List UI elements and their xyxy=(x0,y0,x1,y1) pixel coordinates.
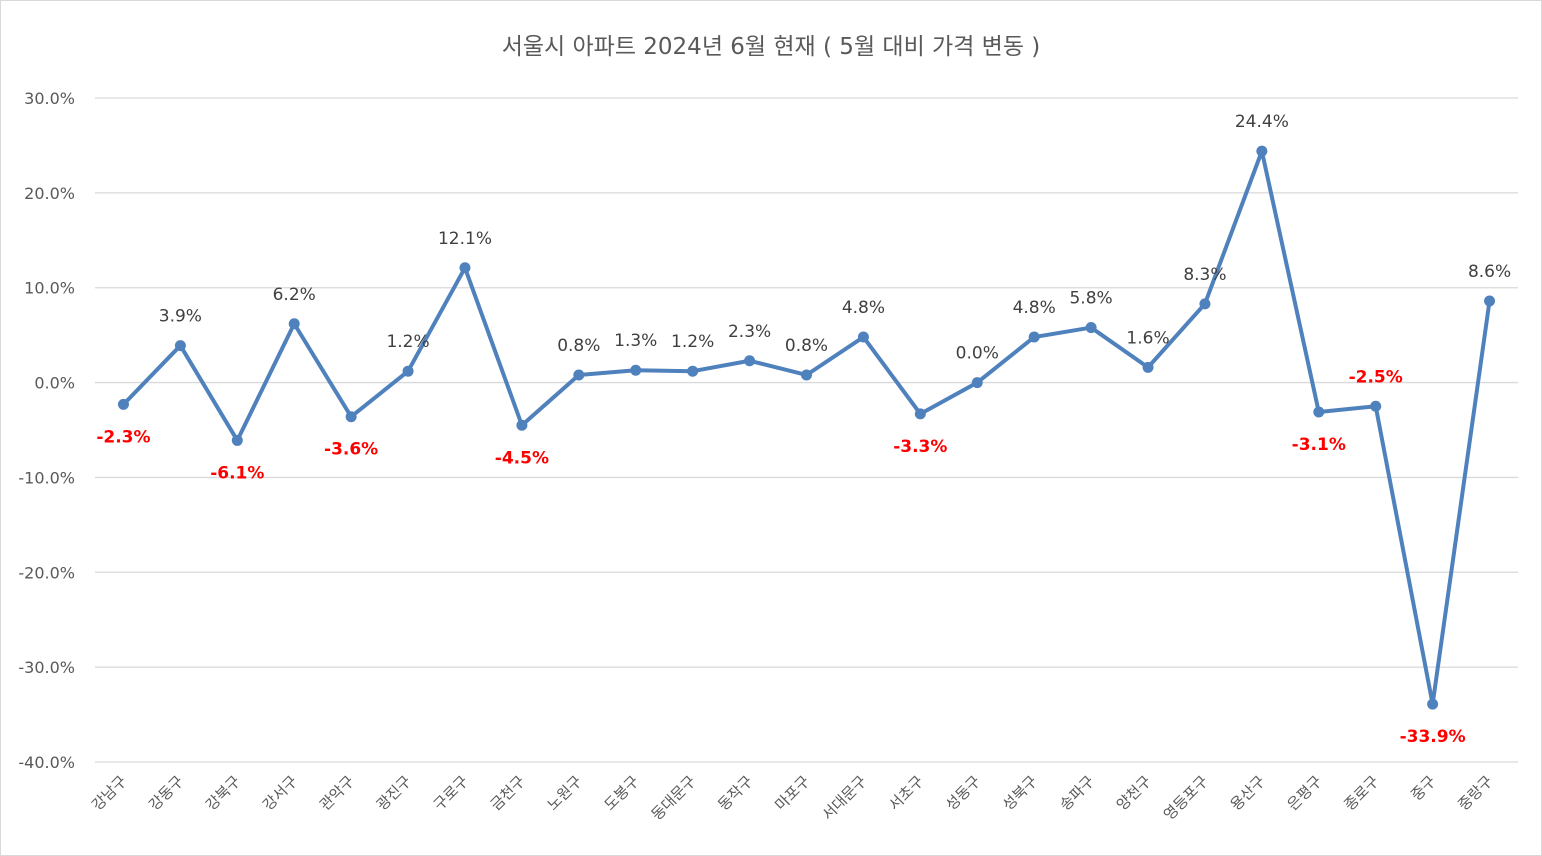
x-tick-label: 도봉구 xyxy=(601,772,643,814)
data-point xyxy=(801,369,812,381)
x-tick-label: 금천구 xyxy=(487,772,529,814)
data-point xyxy=(971,377,983,389)
data-label: 3.9% xyxy=(159,307,202,327)
x-tick-label: 영등포구 xyxy=(1160,772,1212,824)
x-tick-label: 강동구 xyxy=(145,772,187,814)
data-label: -3.6% xyxy=(324,440,378,460)
data-label: 1.6% xyxy=(1126,328,1169,348)
data-label: 4.8% xyxy=(1013,298,1056,318)
data-label: 8.3% xyxy=(1183,265,1226,285)
y-tick-label: 30.0% xyxy=(24,89,75,108)
data-label: -3.3% xyxy=(893,437,947,457)
y-axis-ticks: 30.0% 20.0% 10.0% 0.0% -10.0% -20.0% -30.0% -40… xyxy=(18,89,75,772)
data-point xyxy=(1370,400,1382,412)
data-label: 0.8% xyxy=(557,336,600,356)
data-point xyxy=(1199,298,1211,310)
data-point xyxy=(459,262,471,274)
data-point xyxy=(345,411,357,423)
y-tick-label: 20.0% xyxy=(24,184,75,203)
x-tick-label: 중랑구 xyxy=(1454,772,1496,814)
data-label: 5.8% xyxy=(1069,289,1112,309)
data-label: 8.6% xyxy=(1468,262,1511,282)
y-tick-label: -10.0% xyxy=(18,468,75,487)
data-label: -6.1% xyxy=(210,463,264,483)
x-tick-label: 성동구 xyxy=(942,772,984,814)
x-tick-label: 관악구 xyxy=(316,772,358,814)
data-labels: -2.3% 3.9% -6.1% 6.2% -3.6% 1.2% 12.1% -4.5% 0.8… xyxy=(96,112,1511,747)
data-point xyxy=(516,419,528,431)
x-tick-label: 양천구 xyxy=(1113,772,1155,814)
data-point xyxy=(1313,406,1325,418)
data-point xyxy=(1256,145,1268,157)
data-point xyxy=(402,365,414,377)
data-label: 12.1% xyxy=(438,229,492,249)
data-point xyxy=(630,364,642,376)
x-tick-label: 서대문구 xyxy=(818,772,870,824)
data-point xyxy=(857,331,869,343)
gridlines xyxy=(95,97,1518,763)
y-tick-label: -30.0% xyxy=(18,658,75,677)
y-tick-label: -20.0% xyxy=(18,563,75,582)
x-tick-label: 동대문구 xyxy=(648,772,700,824)
data-point xyxy=(1085,322,1097,334)
data-label: 1.2% xyxy=(671,332,714,352)
data-point xyxy=(687,365,699,377)
x-tick-label: 송파구 xyxy=(1056,772,1098,814)
data-label: 1.2% xyxy=(386,332,429,352)
x-tick-label: 동작구 xyxy=(714,772,756,814)
x-tick-label: 성북구 xyxy=(999,772,1041,814)
x-tick-label: 광진구 xyxy=(373,772,415,814)
data-label: -3.1% xyxy=(1292,435,1346,455)
x-tick-label: 서초구 xyxy=(885,772,927,814)
x-axis-ticks: 강남구 강동구 강북구 강서구 관악구 광진구 구로구 금천구 노원구 도봉구 동대문구 동작구 마포구… xyxy=(88,772,1496,824)
data-point xyxy=(744,355,756,367)
chart-title: 서울시 아파트 2024년 6월 현재 ( 5월 대비 가격 변동 ) xyxy=(502,34,1041,60)
x-tick-label: 마포구 xyxy=(771,772,813,814)
x-tick-label: 은평구 xyxy=(1284,772,1326,814)
data-label: -2.5% xyxy=(1349,367,1403,387)
x-tick-label: 구로구 xyxy=(430,772,472,814)
y-tick-label: -40.0% xyxy=(18,753,75,772)
data-label: 24.4% xyxy=(1235,112,1289,132)
data-point xyxy=(288,318,300,330)
x-tick-label: 종로구 xyxy=(1341,772,1383,814)
x-tick-label: 노원구 xyxy=(544,772,586,814)
x-tick-label: 용산구 xyxy=(1227,772,1269,814)
data-label: 6.2% xyxy=(273,285,316,305)
x-tick-label: 강북구 xyxy=(202,772,244,814)
x-tick-label: 강남구 xyxy=(88,772,130,814)
data-label: 4.8% xyxy=(842,298,885,318)
data-point xyxy=(1484,295,1496,307)
data-label: 0.0% xyxy=(956,344,999,364)
y-tick-label: 10.0% xyxy=(24,279,75,298)
y-tick-label: 0.0% xyxy=(34,374,75,393)
data-point xyxy=(1028,331,1040,343)
data-point xyxy=(174,340,186,352)
series-line xyxy=(117,145,1496,710)
data-label: 1.3% xyxy=(614,331,657,351)
data-label: -2.3% xyxy=(96,427,150,447)
data-point xyxy=(231,434,243,446)
x-tick-label: 중구 xyxy=(1407,772,1439,804)
data-point xyxy=(914,408,926,420)
data-point xyxy=(117,398,129,410)
data-label: 2.3% xyxy=(728,322,771,342)
data-point xyxy=(1142,361,1154,373)
data-label: -33.9% xyxy=(1400,727,1466,747)
data-label: 0.8% xyxy=(785,336,828,356)
data-point xyxy=(1427,698,1439,710)
data-point xyxy=(573,369,585,381)
series-polyline xyxy=(121,149,1492,707)
data-label: -4.5% xyxy=(495,448,549,468)
x-tick-label: 강서구 xyxy=(259,772,301,814)
